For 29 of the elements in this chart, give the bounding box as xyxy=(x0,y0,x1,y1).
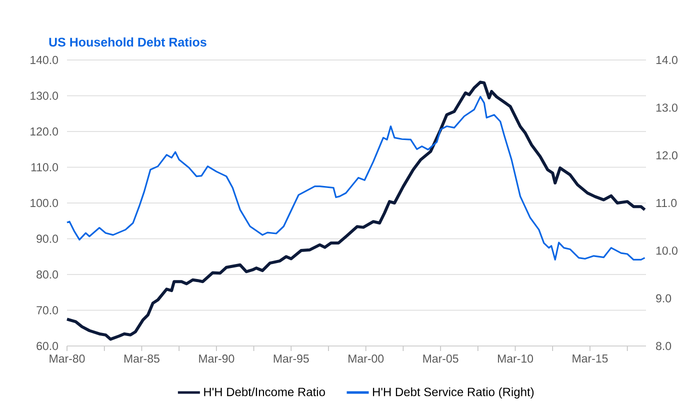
x-tick-label: Mar-85 xyxy=(124,354,160,363)
y2-tick-label: 14.0 xyxy=(656,56,678,64)
x-tick-label: Mar-95 xyxy=(274,354,309,363)
line-series xyxy=(66,96,646,261)
line-series xyxy=(66,80,646,341)
legend-label: H'H Debt/Income Ratio xyxy=(204,387,325,396)
x-tick-label: Mar-05 xyxy=(423,354,458,363)
y2-tick-label: 10.0 xyxy=(656,246,678,255)
y-tick-label: 100.0 xyxy=(30,198,58,208)
y-tick-label: 120.0 xyxy=(30,127,58,136)
y2-tick-label: 11.0 xyxy=(656,198,677,208)
y-tick-label: 140.0 xyxy=(30,56,58,64)
x-tick-label: Mar-80 xyxy=(50,354,85,363)
y2-tick-label: 9.0 xyxy=(656,294,672,302)
x-tick-label: Mar-10 xyxy=(498,354,534,363)
y-tick-label: 90.0 xyxy=(36,234,58,243)
y-tick-label: 130.0 xyxy=(30,92,58,100)
y-tick-label: 110.0 xyxy=(31,163,58,172)
x-tick-label: Mar-90 xyxy=(199,354,234,363)
y-tick-label: 60.0 xyxy=(36,342,58,350)
legend-label: H'H Debt Service Ratio (Right) xyxy=(372,387,534,399)
y2-tick-label: 8.0 xyxy=(656,342,672,350)
chart-title: US Household Debt Ratios xyxy=(49,37,206,47)
y2-tick-label: 12.0 xyxy=(656,151,678,160)
x-tick-label: Mar-00 xyxy=(348,354,384,363)
x-tick-label: Mar-15 xyxy=(572,354,608,363)
y2-tick-label: 13.0 xyxy=(656,104,678,112)
y-tick-label: 70.0 xyxy=(36,306,58,314)
y-tick-label: 80.0 xyxy=(36,270,58,279)
